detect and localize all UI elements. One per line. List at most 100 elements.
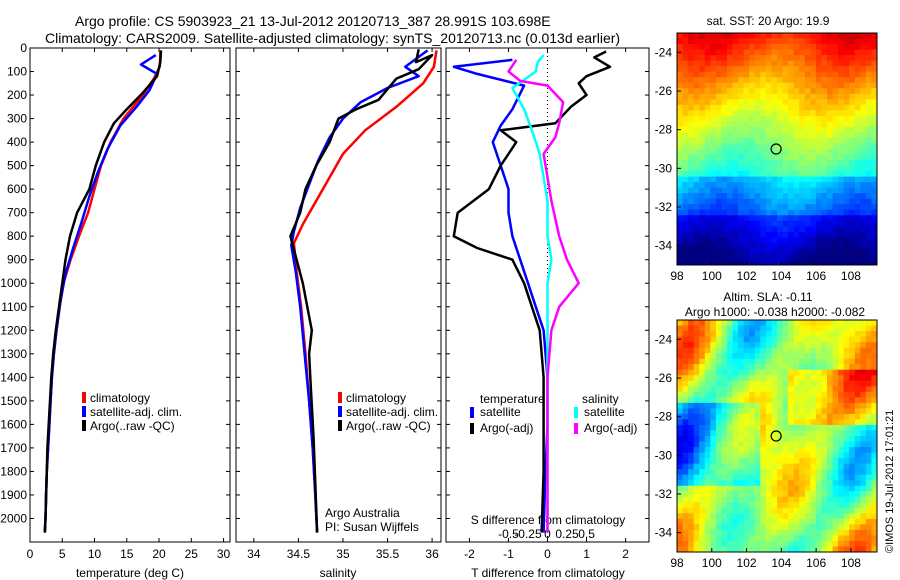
map-cell <box>799 204 806 211</box>
map-cell <box>854 320 861 326</box>
map-cell <box>704 452 711 459</box>
map-cell <box>860 204 867 211</box>
map-cell <box>704 44 711 50</box>
map-cell <box>743 463 750 470</box>
map-cell <box>854 408 861 415</box>
map-cell <box>699 408 706 415</box>
map-cell <box>799 458 806 465</box>
map-cell <box>827 507 833 514</box>
map-cell <box>804 121 811 128</box>
map-cell <box>815 176 822 183</box>
map-cell <box>821 518 828 525</box>
map-cell <box>738 452 745 459</box>
map-cell <box>871 104 878 111</box>
map-cell <box>782 402 789 409</box>
map-cell <box>704 402 711 409</box>
map-cell <box>810 149 817 155</box>
map-cell <box>727 49 733 56</box>
map-cell <box>710 419 717 426</box>
map-cell <box>865 198 872 205</box>
map-cell <box>710 447 717 453</box>
map-cell <box>699 198 706 205</box>
map-cell <box>799 259 806 266</box>
map-cell <box>793 137 800 144</box>
map-cell <box>838 331 845 337</box>
map-cell <box>693 242 700 249</box>
map-cell <box>871 452 878 459</box>
map-cell <box>799 121 806 128</box>
map-cell <box>682 253 689 260</box>
map-cell <box>677 424 683 431</box>
map-cell <box>804 242 811 249</box>
map-cell <box>704 215 711 222</box>
map-cell <box>799 474 806 481</box>
map-cell <box>804 149 811 155</box>
map-cell <box>849 60 856 67</box>
map-cell <box>760 143 767 150</box>
map-cell <box>799 110 806 117</box>
map-cell <box>810 447 817 453</box>
map-cell <box>849 104 856 111</box>
map-cell <box>682 115 689 122</box>
map-cell <box>754 99 761 106</box>
map-cell <box>843 204 850 211</box>
map-cell <box>682 38 689 45</box>
map-cell <box>810 397 817 404</box>
map-cell <box>782 165 789 172</box>
map-cell <box>682 193 689 200</box>
map-cell <box>804 419 811 426</box>
map-cell <box>777 209 783 216</box>
map-cell <box>677 171 683 178</box>
map-cell <box>738 237 745 244</box>
map-cell <box>721 402 728 409</box>
map-cell <box>693 132 700 139</box>
map-cell <box>704 430 711 437</box>
map-cell <box>710 154 717 161</box>
map-cell <box>827 469 833 476</box>
map-cell <box>688 242 695 249</box>
map-cell <box>754 380 761 387</box>
map-cell <box>810 215 817 222</box>
map-cell <box>682 121 689 128</box>
map-cell <box>849 209 856 216</box>
map-cell <box>838 93 845 100</box>
map-cell <box>771 149 778 155</box>
map-cell <box>738 121 745 128</box>
map-cell <box>721 529 728 536</box>
map-cell <box>688 115 695 122</box>
map-cell <box>793 126 800 133</box>
map-cell <box>782 353 789 360</box>
map-cell <box>804 115 811 122</box>
map-cell <box>688 93 695 100</box>
map-cell <box>788 49 795 56</box>
map-cell <box>849 463 856 470</box>
map-cell <box>799 137 806 144</box>
map-cell <box>782 408 789 415</box>
map-cell <box>743 143 750 150</box>
map-cell <box>699 121 706 128</box>
map-cell <box>693 408 700 415</box>
map-cell <box>688 253 695 260</box>
map-cell <box>849 320 856 326</box>
map-cell <box>782 480 789 487</box>
map-cell <box>738 82 745 89</box>
map-cell <box>693 104 700 111</box>
map-cell <box>793 375 800 382</box>
map-cell <box>782 220 789 227</box>
map-cell <box>732 149 739 155</box>
map-cell <box>793 535 800 542</box>
map-cell <box>849 364 856 371</box>
map-cell <box>749 463 756 470</box>
map-cell <box>677 320 683 326</box>
map-cell <box>710 132 717 139</box>
map-cell <box>788 397 795 404</box>
map-cell <box>754 496 761 503</box>
map-cell <box>782 518 789 525</box>
map-cell <box>743 38 750 45</box>
map-cell <box>843 77 850 84</box>
map-cell <box>727 364 733 371</box>
map-cell <box>827 77 833 84</box>
ytick-label: 500 <box>7 159 27 173</box>
map-cell <box>760 353 767 360</box>
map-cell <box>765 82 772 89</box>
